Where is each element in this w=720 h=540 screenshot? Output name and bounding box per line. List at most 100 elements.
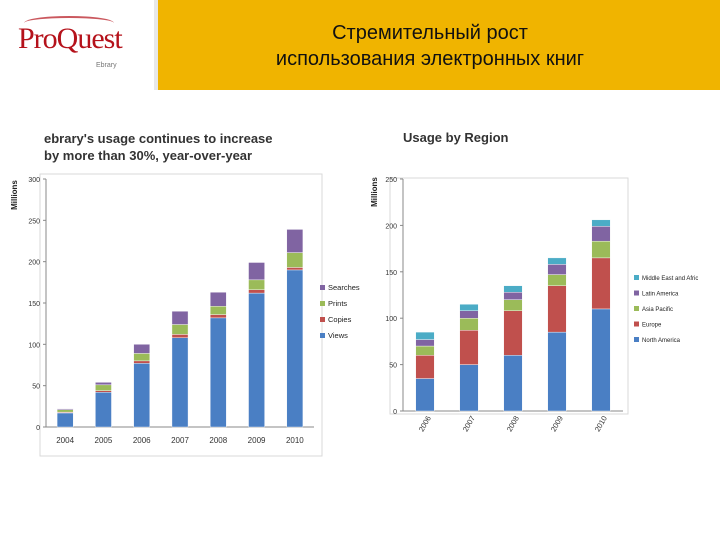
- bar-latin-america-2008: [503, 292, 523, 300]
- bar-north-america-2008: [503, 355, 523, 412]
- legend-label: Middle East and Africa: [642, 276, 698, 282]
- bar-europe-2006: [415, 355, 435, 379]
- bar-europe-2010: [591, 257, 611, 310]
- x-tick-label: 2008: [209, 436, 227, 445]
- bar-views-2006: [133, 363, 150, 428]
- x-tick-label: 2007: [461, 414, 477, 433]
- legend-label: Copies: [328, 315, 352, 324]
- x-tick-label: 2006: [133, 436, 151, 445]
- x-tick-label: 2007: [171, 436, 189, 445]
- legend-swatch: [320, 285, 325, 290]
- bar-searches-2007: [171, 311, 189, 325]
- bar-copies-2010: [286, 267, 304, 271]
- y-tick-label: 0: [36, 425, 40, 432]
- legend-swatch: [634, 290, 639, 296]
- left-caption-line-2: by more than 30%, year-over-year: [44, 148, 253, 163]
- y-tick-label: 300: [28, 177, 40, 184]
- bar-copies-2007: [171, 334, 189, 338]
- y-tick-label: 150: [28, 301, 40, 308]
- bar-north-america-2010: [591, 308, 611, 412]
- bar-asia-pacific-2008: [503, 299, 523, 311]
- region-chart: 0 50 100 150 200 250 Millions 2006 2007 2008 2009 2…: [370, 177, 698, 434]
- bar-asia-pacific-2006: [415, 345, 435, 356]
- legend-swatch: [634, 275, 639, 280]
- bar-views-2010: [286, 269, 304, 428]
- bar-latin-america-2007: [459, 310, 479, 319]
- header-banner: ProQuest Ebrary Стремительный рост испол…: [0, 0, 720, 90]
- bar-views-2005: [95, 392, 112, 428]
- bar-searches-2006: [133, 344, 150, 354]
- legend-label: Latin America: [642, 292, 679, 298]
- title-line-2: использования электронных книг: [275, 48, 585, 70]
- bar-searches-2010: [286, 229, 304, 253]
- legend-label: Asia Pacific: [642, 307, 673, 313]
- title-line-1: Стремительный рост: [332, 22, 528, 44]
- bar-asia-pacific-2010: [591, 240, 611, 259]
- bar-prints-2009: [248, 279, 265, 290]
- x-tick-label: 2010: [593, 414, 609, 433]
- bar-latin-america-2010: [591, 226, 611, 242]
- y-tick-label: 50: [389, 363, 397, 370]
- logo-subtext: Ebrary: [96, 62, 117, 69]
- bar-views-2007: [171, 337, 189, 428]
- bar-copies-2006: [133, 360, 150, 364]
- bar-searches-2009: [248, 262, 265, 281]
- bar-searches-2004: [56, 408, 74, 410]
- bar-views-2008: [210, 317, 227, 428]
- y-tick-label: 100: [385, 316, 397, 323]
- bar-asia-pacific-2007: [459, 317, 479, 331]
- bar-north-america-2009: [547, 331, 567, 412]
- y-tick-label: 50: [32, 384, 40, 391]
- legend-label: Europe: [642, 323, 662, 329]
- legend-label: Searches: [328, 283, 360, 292]
- bar-prints-2010: [286, 252, 304, 268]
- x-tick-label: 2008: [505, 414, 521, 433]
- bar-middle-east-and-africa-2006: [415, 331, 435, 340]
- x-tick-label: 2004: [56, 436, 74, 445]
- bar-copies-2005: [95, 390, 112, 393]
- bar-europe-2007: [459, 330, 479, 365]
- y-tick-label: 200: [28, 260, 40, 267]
- y-tick-label: 150: [385, 270, 397, 277]
- legend-swatch: [320, 333, 325, 338]
- bar-middle-east-and-africa-2008: [503, 285, 523, 293]
- legend-swatch: [634, 337, 639, 342]
- usage-chart: 0 50 100 150 200 250 300 Millions 2004 2005 2006 20…: [10, 173, 360, 457]
- legend-swatch: [634, 306, 639, 311]
- bar-searches-2005: [95, 382, 112, 386]
- legend-swatch: [320, 317, 325, 322]
- x-tick-label: 2006: [417, 414, 433, 433]
- logo: ProQuest Ebrary: [0, 0, 158, 90]
- x-tick-label: 2009: [549, 414, 565, 433]
- bar-views-2009: [248, 292, 265, 428]
- bar-asia-pacific-2009: [547, 274, 567, 286]
- bar-copies-2009: [248, 289, 265, 294]
- legend-swatch: [634, 321, 639, 327]
- bar-views-2004: [56, 412, 74, 428]
- bar-prints-2008: [210, 306, 227, 315]
- legend-label: Views: [328, 331, 348, 340]
- page-title: Стремительный рост использования электро…: [160, 20, 700, 72]
- right-chart-caption: Usage by Region: [403, 130, 509, 145]
- bar-middle-east-and-africa-2010: [591, 219, 611, 227]
- bar-middle-east-and-africa-2009: [547, 257, 567, 265]
- bar-latin-america-2009: [547, 264, 567, 275]
- left-chart-caption: ebrary's usage continues to increase by …: [44, 130, 273, 164]
- bar-europe-2009: [547, 285, 567, 333]
- x-tick-label: 2010: [286, 436, 304, 445]
- chart-frame: [39, 173, 323, 457]
- logo-arc-icon: [24, 16, 114, 30]
- bar-north-america-2007: [459, 364, 479, 412]
- y-tick-label: 100: [28, 342, 40, 349]
- bar-middle-east-and-africa-2007: [459, 304, 479, 311]
- y-axis-label: Millions: [370, 177, 379, 207]
- y-axis-label: Millions: [10, 180, 19, 210]
- legend-label: North America: [642, 338, 681, 344]
- logo-text: ProQuest: [18, 22, 123, 55]
- bar-prints-2006: [133, 353, 150, 362]
- x-tick-label: 2005: [95, 436, 113, 445]
- bar-prints-2007: [171, 324, 189, 335]
- bar-prints-2005: [95, 384, 112, 391]
- bar-europe-2008: [503, 310, 523, 356]
- x-tick-label: 2009: [248, 436, 266, 445]
